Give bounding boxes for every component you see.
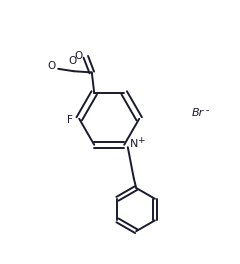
Text: O: O	[48, 62, 56, 72]
Text: -: -	[205, 105, 209, 115]
Text: O: O	[68, 56, 77, 67]
Text: Br: Br	[192, 108, 204, 118]
Text: F: F	[67, 115, 73, 125]
Text: N: N	[130, 139, 138, 149]
Text: +: +	[138, 136, 145, 145]
Text: O: O	[74, 51, 82, 61]
